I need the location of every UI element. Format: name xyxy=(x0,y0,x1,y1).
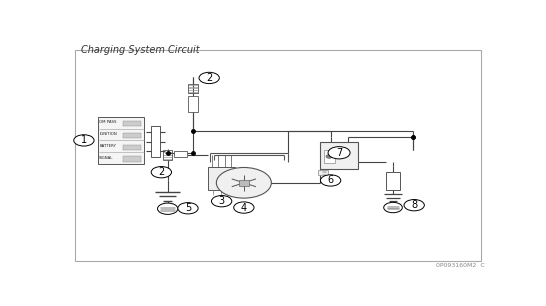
Text: 7: 7 xyxy=(336,148,342,158)
Text: 2: 2 xyxy=(158,167,164,177)
Text: BATTERY: BATTERY xyxy=(99,144,116,148)
Text: 0P093160M2  C: 0P093160M2 C xyxy=(436,263,485,268)
Circle shape xyxy=(326,155,333,158)
Circle shape xyxy=(211,196,232,207)
Bar xyxy=(324,150,335,163)
Bar xyxy=(163,150,173,160)
Text: SIGNAL: SIGNAL xyxy=(99,156,114,160)
Bar xyxy=(385,172,400,190)
Bar xyxy=(208,167,235,190)
Text: 3: 3 xyxy=(218,196,225,206)
Text: 1: 1 xyxy=(81,135,87,145)
Circle shape xyxy=(216,167,271,198)
Text: 6: 6 xyxy=(328,175,334,185)
Text: 4: 4 xyxy=(241,203,247,213)
Bar xyxy=(151,126,160,157)
Circle shape xyxy=(404,200,424,211)
Bar xyxy=(318,170,329,174)
Text: 5: 5 xyxy=(185,203,191,213)
Bar xyxy=(123,145,141,150)
Bar xyxy=(239,180,249,186)
Text: OM PASS: OM PASS xyxy=(99,120,117,124)
Bar xyxy=(75,50,481,260)
Circle shape xyxy=(199,72,219,84)
Bar xyxy=(123,156,141,162)
Circle shape xyxy=(328,147,350,159)
Text: 2: 2 xyxy=(206,73,212,83)
Bar xyxy=(188,84,198,93)
Text: IGNITION: IGNITION xyxy=(99,132,117,136)
Circle shape xyxy=(178,203,198,214)
Bar xyxy=(98,117,144,164)
Bar xyxy=(320,142,358,169)
Bar xyxy=(188,95,198,112)
Circle shape xyxy=(158,203,178,215)
Circle shape xyxy=(321,175,341,186)
Text: 8: 8 xyxy=(411,200,417,210)
Bar xyxy=(123,133,141,138)
Circle shape xyxy=(74,135,94,146)
Bar xyxy=(174,151,187,157)
Circle shape xyxy=(384,202,402,213)
Text: Charging System Circuit: Charging System Circuit xyxy=(81,45,200,55)
Bar xyxy=(123,121,141,126)
Circle shape xyxy=(234,202,254,213)
Circle shape xyxy=(151,166,171,178)
